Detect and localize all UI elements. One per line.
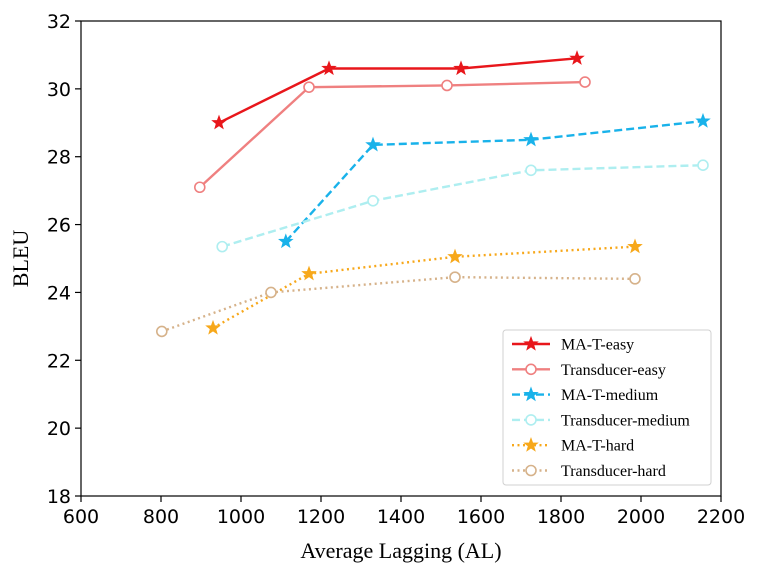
legend-item: Transducer-medium bbox=[512, 412, 690, 429]
y-tick-label: 32 bbox=[47, 11, 71, 33]
x-tick-label: 600 bbox=[63, 506, 99, 528]
data-point bbox=[278, 233, 294, 249]
legend-label: MA-T-hard bbox=[561, 438, 634, 455]
x-tick-label: 2000 bbox=[617, 506, 665, 528]
series-line bbox=[198, 80, 586, 189]
x-tick-label: 1000 bbox=[217, 506, 265, 528]
data-point bbox=[194, 181, 206, 194]
legend-marker bbox=[525, 464, 537, 477]
legend: MA-T-easy Transducer-easy MA-T-medium Trans… bbox=[502, 329, 712, 486]
y-tick-label: 18 bbox=[47, 486, 71, 508]
x-axis-title: Average Lagging (AL) bbox=[300, 538, 501, 563]
legend-marker bbox=[523, 437, 539, 452]
data-point bbox=[525, 164, 537, 177]
legend-box bbox=[502, 329, 712, 486]
data-point bbox=[441, 79, 453, 92]
data-point bbox=[211, 114, 227, 130]
data-point bbox=[321, 60, 337, 76]
data-point bbox=[449, 271, 461, 283]
legend-item: MA-T-hard bbox=[512, 437, 634, 455]
legend-marker bbox=[525, 363, 537, 376]
x-tick-label: 1200 bbox=[297, 506, 345, 528]
y-tick-label: 24 bbox=[47, 282, 71, 304]
data-point bbox=[453, 60, 469, 76]
y-axis-title: BLEU bbox=[8, 230, 33, 288]
series-ma-t-medium bbox=[278, 112, 711, 249]
series-line bbox=[221, 164, 704, 248]
legend-label: Transducer-easy bbox=[561, 362, 666, 379]
data-point bbox=[156, 325, 168, 338]
legend-item: Transducer-easy bbox=[512, 362, 666, 379]
series-transducer-medium bbox=[216, 159, 709, 253]
series-ma-t-easy bbox=[211, 50, 585, 130]
legend-marker bbox=[523, 335, 539, 351]
y-tick-label: 22 bbox=[47, 350, 71, 372]
series-ma-t-hard bbox=[205, 238, 643, 335]
y-tick-label: 30 bbox=[47, 79, 71, 101]
data-point bbox=[695, 112, 711, 128]
legend-marker bbox=[525, 414, 537, 426]
series-line bbox=[212, 245, 636, 330]
data-point bbox=[627, 238, 643, 254]
data-point bbox=[265, 286, 277, 299]
data-point bbox=[205, 319, 221, 335]
legend-label: MA-T-medium bbox=[561, 387, 659, 404]
data-point bbox=[697, 159, 709, 171]
y-tick-label: 26 bbox=[47, 215, 71, 237]
series-transducer-easy bbox=[194, 76, 591, 194]
series-line bbox=[218, 57, 578, 124]
x-tick-label: 2200 bbox=[697, 506, 745, 528]
legend-item: Transducer-hard bbox=[512, 463, 666, 480]
x-tick-label: 1600 bbox=[457, 506, 505, 528]
data-point bbox=[365, 136, 381, 152]
series-line bbox=[284, 119, 704, 243]
data-point bbox=[301, 265, 317, 281]
series-line bbox=[161, 275, 636, 333]
data-point bbox=[629, 273, 641, 285]
legend-item: MA-T-easy bbox=[512, 335, 634, 354]
legend-label: Transducer-medium bbox=[561, 412, 690, 429]
legend-marker bbox=[523, 386, 539, 402]
series-layer bbox=[156, 50, 711, 338]
data-point bbox=[569, 50, 585, 65]
legend-label: MA-T-easy bbox=[561, 337, 634, 354]
data-point bbox=[579, 76, 591, 88]
data-point bbox=[523, 131, 539, 147]
legend-item: MA-T-medium bbox=[512, 386, 659, 404]
x-tick-label: 1400 bbox=[377, 506, 425, 528]
data-point bbox=[447, 248, 463, 264]
data-point bbox=[303, 81, 315, 93]
x-tick-label: 800 bbox=[143, 506, 179, 528]
y-tick-label: 20 bbox=[47, 418, 71, 440]
x-tick-label: 1800 bbox=[537, 506, 585, 528]
data-point bbox=[216, 240, 228, 253]
series-transducer-hard bbox=[156, 271, 641, 338]
legend-label: Transducer-hard bbox=[561, 463, 666, 480]
data-point bbox=[367, 195, 379, 207]
y-tick-label: 28 bbox=[47, 147, 71, 169]
axes-layer: 600 800 1000 1200 1400 1600 1800 2000 2200 18 20 22… bbox=[47, 11, 745, 528]
